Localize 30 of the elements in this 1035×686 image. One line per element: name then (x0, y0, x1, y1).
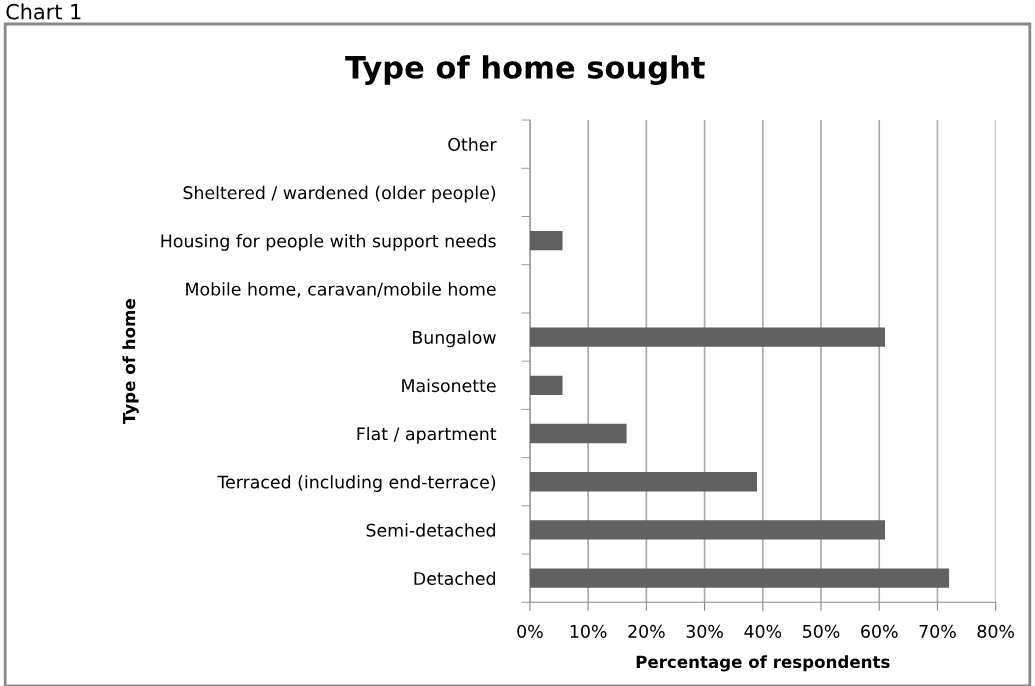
y-tick-label: Terraced (including end-terrace) (217, 475, 496, 492)
y-tick-label: Detached (414, 571, 496, 586)
y-tick-label: Housing for people with support needs (161, 234, 496, 251)
bar (529, 230, 563, 251)
x-tick-label: 50% (803, 624, 840, 638)
x-tick-label: 70% (919, 624, 956, 638)
y-tick-label: Mobile home, caravan/mobile home (186, 282, 496, 298)
bar (529, 568, 950, 588)
chart-title: Type of home sought (345, 55, 705, 85)
x-tick-label: 20% (628, 624, 665, 638)
y-tick-label: Flat / apartment (357, 426, 497, 444)
y-tick-label: Maisonette (402, 378, 496, 393)
x-tick-label: 30% (686, 624, 723, 638)
x-tick-label: 60% (861, 624, 898, 638)
y-tick-label: Other (448, 137, 497, 152)
x-tick-label: 0% (517, 624, 543, 638)
y-axis-title: Type of home (122, 299, 139, 424)
x-axis-title: Percentage of respondents (636, 655, 890, 672)
bar (529, 520, 886, 540)
x-tick-label: 80% (977, 624, 1015, 638)
bar (529, 327, 886, 347)
y-tick-label: Sheltered / wardened (older people) (183, 185, 496, 203)
bar (529, 375, 563, 395)
y-tick-label: Bungalow (413, 330, 496, 348)
caption: Chart 1 (6, 3, 81, 20)
y-tick-label: Semi-detached (366, 523, 495, 537)
x-tick-label: 10% (570, 624, 607, 638)
x-tick-label: 40% (744, 624, 782, 638)
bar (529, 423, 627, 444)
bar (529, 472, 757, 492)
